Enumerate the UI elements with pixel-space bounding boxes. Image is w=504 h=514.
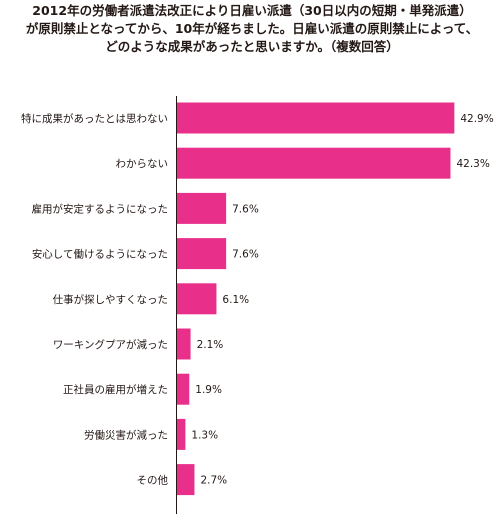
bar: [177, 238, 227, 270]
category-label: その他: [137, 474, 169, 487]
category-label: 正社員の雇用が増えた: [63, 383, 168, 396]
value-label: 42.9%: [460, 113, 493, 125]
value-label: 2.1%: [197, 339, 224, 351]
bar: [177, 328, 191, 360]
value-label: 7.6%: [232, 249, 259, 261]
category-label: 仕事が探しやすくなった: [53, 293, 168, 306]
bar: [177, 192, 227, 224]
category-label: 安心して働けるようになった: [32, 248, 168, 261]
category-label: 特に成果があったとは思わない: [21, 112, 168, 125]
value-label: 1.3%: [191, 429, 218, 441]
bar: [177, 102, 455, 134]
bar: [177, 373, 190, 405]
title-line-2: が原則禁止となってから、10年が経ちました。日雇い派遣の原則禁止によって、: [25, 21, 479, 36]
value-label: 6.1%: [222, 294, 249, 306]
bars-group: 特に成果があったとは思わない 42.9% わからない 42.3% 雇用が安定するようにな…: [21, 102, 494, 496]
category-label: わからない: [116, 158, 169, 170]
chart-title: 2012年の労働者派遣法改正により日雇い派遣（30日以内の短期・単発派遣） が原…: [0, 2, 504, 56]
value-label: 7.6%: [232, 203, 259, 215]
bar: [177, 418, 186, 450]
category-label: ワーキングプアが減った: [53, 338, 168, 351]
bar: [177, 147, 451, 179]
value-label: 42.3%: [456, 158, 489, 170]
category-label: 労働災害が減った: [84, 428, 168, 441]
title-line-3: どのような成果があったと思いますか。（複数回答）: [105, 39, 399, 54]
value-label: 2.7%: [200, 475, 227, 487]
bar: [177, 464, 195, 496]
title-line-1: 2012年の労働者派遣法改正により日雇い派遣（30日以内の短期・単発派遣）: [32, 3, 472, 18]
value-label: 1.9%: [195, 384, 222, 396]
category-label: 雇用が安定するようになった: [32, 202, 169, 215]
bar: [177, 283, 217, 315]
